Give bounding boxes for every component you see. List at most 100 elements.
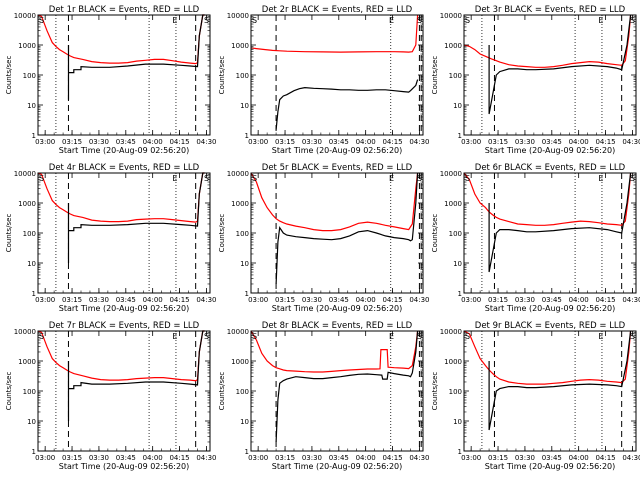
x-tick-label: 04:30	[196, 138, 216, 146]
x-tick-label: 04:30	[409, 138, 429, 146]
x-tick-label: 03:45	[116, 454, 136, 462]
y-tick-label: 10	[240, 102, 249, 110]
panel-3: Det 3r BLACK = Events, RED = LLD S E S 1 10 10…	[431, 5, 640, 155]
y-axis-label: Counts/sec	[5, 214, 13, 253]
y-axis-label: Counts/sec	[218, 56, 226, 95]
x-tick-label: 04:15	[595, 138, 615, 146]
marker-letter-s: S	[252, 332, 257, 341]
y-tick-label: 1000	[18, 358, 36, 366]
x-tick-label: 04:15	[169, 138, 189, 146]
y-tick-label: 10000	[14, 170, 36, 178]
y-tick-label: 100	[449, 388, 462, 396]
x-tick-label: 04:30	[622, 138, 640, 146]
y-tick-label: 100	[236, 72, 249, 80]
y-tick-label: 10000	[227, 12, 249, 20]
panel-9: Det 9r BLACK = Events, RED = LLD S E S 1 10 10…	[431, 321, 640, 471]
panel-4: Det 4r BLACK = Events, RED = LLD S E S 1 10 10…	[5, 163, 217, 313]
plot-frame	[37, 330, 211, 452]
x-tick-label: 03:45	[329, 454, 349, 462]
events-series-line	[67, 172, 205, 263]
lld-series-line	[463, 330, 632, 385]
y-tick-label: 1000	[444, 42, 462, 50]
marker-letter-s: S	[630, 332, 635, 341]
plot-frame	[37, 172, 211, 294]
x-tick-label: 04:00	[569, 296, 589, 304]
plot-frame	[463, 14, 637, 136]
x-tick-label: 04:15	[595, 454, 615, 462]
x-tick-label: 03:00	[248, 296, 268, 304]
panel-title: Det 1r BLACK = Events, RED = LLD	[49, 5, 200, 15]
y-tick-label: 1000	[18, 42, 36, 50]
lld-series-line	[250, 330, 419, 373]
lld-series-line	[463, 14, 632, 68]
x-tick-label: 03:30	[515, 296, 535, 304]
x-tick-label: 03:45	[329, 138, 349, 146]
x-tick-label: 03:00	[461, 296, 481, 304]
x-tick-label: 03:00	[35, 296, 55, 304]
x-tick-label: 03:15	[275, 296, 295, 304]
panel-title: Det 2r BLACK = Events, RED = LLD	[262, 5, 413, 15]
panel-title: Det 5r BLACK = Events, RED = LLD	[262, 163, 413, 173]
lld-series-line	[250, 14, 419, 53]
x-axis-label: Start Time (20-Aug-09 02:56:20)	[272, 304, 403, 313]
x-tick-label: 03:30	[515, 138, 535, 146]
y-tick-label: 100	[449, 230, 462, 238]
x-tick-label: 03:30	[302, 454, 322, 462]
events-series-line	[275, 172, 419, 285]
marker-letter-e: E	[598, 16, 603, 25]
marker-letter-s: S	[39, 174, 44, 183]
events-series-line	[488, 330, 632, 431]
y-tick-label: 1000	[444, 358, 462, 366]
x-tick-label: 04:30	[409, 454, 429, 462]
marker-letter-e: E	[172, 174, 177, 183]
x-tick-label: 04:00	[356, 454, 376, 462]
lld-series-line	[463, 172, 632, 226]
y-tick-label: 10	[27, 102, 36, 110]
x-tick-label: 03:15	[62, 138, 82, 146]
x-tick-label: 04:00	[143, 296, 163, 304]
panel-title: Det 9r BLACK = Events, RED = LLD	[475, 321, 626, 331]
plot-frame	[37, 14, 211, 136]
x-axis-label: Start Time (20-Aug-09 02:56:20)	[485, 146, 616, 155]
panel-title: Det 4r BLACK = Events, RED = LLD	[49, 163, 200, 173]
events-series-line	[488, 172, 632, 273]
x-tick-label: 03:15	[275, 138, 295, 146]
x-tick-label: 04:00	[143, 454, 163, 462]
marker-letter-s: S	[465, 174, 470, 183]
y-tick-label: 100	[23, 230, 36, 238]
y-axis-label: Counts/sec	[431, 56, 439, 95]
x-tick-label: 04:15	[169, 454, 189, 462]
x-tick-label: 03:30	[89, 454, 109, 462]
y-axis-label: Counts/sec	[5, 56, 13, 95]
x-tick-label: 03:45	[116, 138, 136, 146]
y-tick-label: 10	[453, 260, 462, 268]
y-tick-label: 1000	[18, 200, 36, 208]
marker-letter-s: S	[465, 16, 470, 25]
events-series-line	[275, 79, 419, 130]
y-tick-label: 100	[449, 72, 462, 80]
x-tick-label: 04:00	[569, 138, 589, 146]
x-tick-label: 03:00	[248, 454, 268, 462]
x-tick-label: 03:00	[461, 138, 481, 146]
x-axis-label: Start Time (20-Aug-09 02:56:20)	[272, 462, 403, 471]
x-tick-label: 03:45	[542, 296, 562, 304]
y-tick-label: 10	[453, 102, 462, 110]
x-tick-label: 03:15	[488, 138, 508, 146]
x-axis-label: Start Time (20-Aug-09 02:56:20)	[272, 146, 403, 155]
y-tick-label: 10000	[227, 170, 249, 178]
marker-letter-e: E	[389, 16, 394, 25]
x-axis-label: Start Time (20-Aug-09 02:56:20)	[59, 146, 190, 155]
x-tick-label: 04:30	[622, 454, 640, 462]
x-tick-label: 04:30	[196, 296, 216, 304]
marker-letter-s: S	[417, 16, 422, 25]
y-tick-label: 10	[27, 260, 36, 268]
y-tick-label: 10000	[440, 12, 462, 20]
events-series-line	[275, 330, 419, 443]
x-tick-label: 04:00	[143, 138, 163, 146]
x-tick-label: 03:45	[329, 296, 349, 304]
y-tick-label: 1000	[444, 200, 462, 208]
y-tick-label: 1	[458, 290, 462, 298]
lld-series-line	[37, 14, 205, 65]
x-axis-label: Start Time (20-Aug-09 02:56:20)	[485, 304, 616, 313]
marker-letter-s: S	[39, 332, 44, 341]
